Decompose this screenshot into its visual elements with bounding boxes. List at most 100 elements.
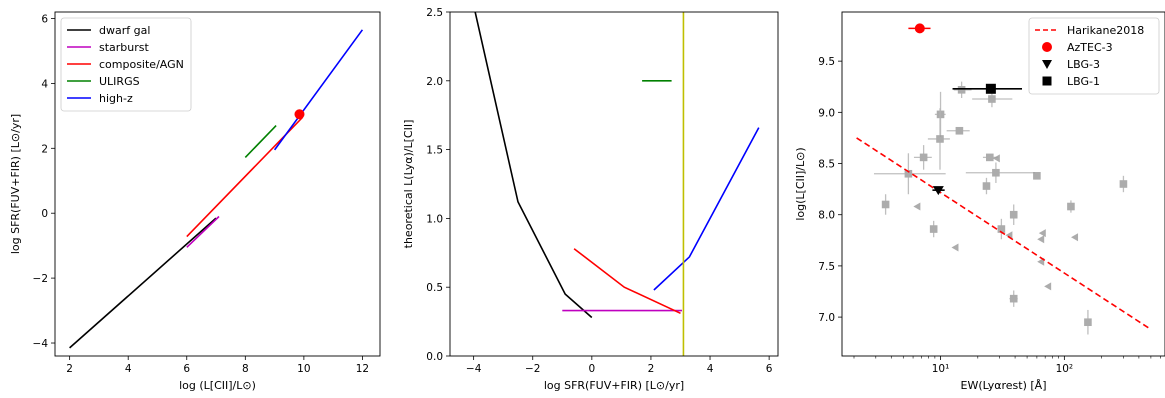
gray-data-point	[982, 177, 991, 195]
gray-data-point	[1071, 233, 1079, 242]
upper-limit-marker	[951, 243, 959, 252]
gray-data-point	[913, 145, 932, 170]
x-tick-label: 0	[588, 363, 595, 375]
y-tick-label: 6	[41, 13, 48, 25]
series-line-0	[474, 12, 593, 319]
y-tick-label: 7.5	[818, 261, 835, 273]
square-marker	[1119, 180, 1128, 188]
square-marker	[1009, 210, 1018, 219]
gray-data-point	[1037, 235, 1045, 244]
y-tick-label: 8.5	[818, 159, 835, 171]
gray-data-point	[1033, 172, 1041, 180]
upper-limit-marker	[1071, 233, 1079, 242]
legend-entry: high-z	[99, 92, 133, 105]
y-tick-label: 4	[41, 78, 48, 90]
aztec3-marker	[914, 23, 925, 34]
plot-frame	[841, 11, 1165, 357]
y-tick-label: 9.0	[818, 107, 835, 119]
square-marker	[997, 225, 1006, 233]
gray-data-point	[992, 154, 1000, 163]
upper-limit-marker	[1037, 257, 1045, 266]
legend-entry: Harikane2018	[1067, 24, 1144, 37]
legend-box	[1028, 17, 1160, 95]
gray-data-point	[1038, 229, 1046, 238]
legend: dwarf gal starburst composite/AGN ULIRGS hig…	[60, 17, 192, 112]
upper-limit-marker	[1044, 282, 1052, 291]
gray-data-point	[953, 81, 972, 98]
gray-data-point	[913, 202, 921, 211]
gray-data-point	[997, 218, 1006, 240]
gray-data-point	[1067, 200, 1075, 213]
square-marker	[919, 153, 928, 162]
square-marker	[982, 182, 991, 190]
legend-entry: dwarf gal	[99, 24, 150, 37]
y-tick-label: 2.0	[426, 76, 443, 88]
upper-limit-marker	[1005, 231, 1013, 240]
y-tick-label: 0.0	[426, 351, 443, 363]
y-tick-label: 9.5	[818, 56, 835, 68]
panel-right: 10¹ 10² 7.0 7.5 8.0 8.5 9.0 9.5 EW(Lyαrest) [Å] l…	[794, 11, 1165, 392]
legend-entry: composite/AGN	[99, 58, 184, 71]
gray-data-point	[965, 162, 1036, 183]
y-tick-label: −4	[33, 338, 49, 350]
series-line-4	[653, 127, 760, 291]
gray-data-point	[873, 153, 946, 195]
x-tick-label: 8	[242, 363, 249, 375]
x-tick-label: 6	[183, 363, 190, 375]
x-tick-label: 2	[648, 363, 655, 375]
gray-data-point	[881, 194, 890, 215]
panel-left: 2 4 6 8 10 12 −4 −2 0 2 4 6 log (L[CII]/L⊙) log SFR(F…	[9, 11, 381, 392]
square-marker	[1033, 172, 1041, 180]
square-marker	[955, 126, 964, 135]
harikane2018-line	[856, 137, 1152, 331]
legend-entry: starburst	[99, 41, 150, 54]
x-axis-label: log (L[CII]/L⊙)	[179, 379, 256, 392]
upper-limit-marker	[1037, 235, 1045, 244]
y-tick-label: 0.5	[426, 282, 443, 294]
y-tick-label: 0	[41, 208, 48, 220]
legend-swatch	[1042, 60, 1052, 69]
scatter-points	[856, 23, 1152, 335]
square-marker	[957, 86, 966, 94]
gray-data-point	[951, 243, 959, 252]
x-axis-label: log SFR(FUV+FIR) [L⊙/yr]	[544, 379, 684, 392]
square-marker	[1009, 294, 1018, 303]
square-marker	[988, 95, 996, 103]
y-axis-label: theoretical L(Lyα)/L[CII]	[402, 120, 415, 249]
legend: Harikane2018 AzTEC-3 LBG-3 LBG-1	[1028, 17, 1160, 95]
data-point	[294, 109, 305, 120]
gray-data-point	[1037, 257, 1045, 266]
lbg1-marker	[985, 83, 996, 94]
upper-limit-marker	[992, 154, 1000, 163]
series-line-starburst	[186, 215, 220, 248]
legend-swatch	[1042, 76, 1052, 86]
square-marker	[1084, 318, 1092, 327]
square-marker	[929, 225, 938, 233]
plot-frame	[54, 11, 381, 357]
gray-data-point	[1084, 309, 1092, 335]
y-tick-label: 1.5	[426, 145, 443, 157]
x-tick-label: 6	[766, 363, 773, 375]
square-marker	[881, 200, 890, 209]
legend-entry: LBG-3	[1067, 58, 1100, 71]
legend-entry: ULIRGS	[99, 75, 140, 88]
y-axis-label: log(L[CII]/L⊙)	[794, 147, 807, 220]
y-tick-label: −2	[33, 273, 48, 285]
y-tick-label: 7.0	[818, 312, 835, 324]
plot-frame	[449, 11, 779, 357]
x-tick-label: 4	[125, 363, 132, 375]
series-line-dwarf-gal	[69, 217, 217, 349]
panel-middle: −4 −2 0 2 4 6 0.0 0.5 1.0 1.5 2.0 2.5 log SFR(FUV+FI…	[402, 7, 779, 392]
square-marker	[1067, 202, 1075, 211]
gray-data-point	[1044, 282, 1052, 291]
x-axis-label: EW(Lyαrest) [Å]	[961, 379, 1047, 392]
legend-entry: LBG-1	[1067, 75, 1100, 88]
lbg3-marker	[932, 186, 944, 196]
square-marker	[904, 169, 913, 178]
gray-data-point	[929, 220, 938, 238]
x-tick-label: 2	[66, 363, 73, 375]
x-tick-label: −4	[466, 363, 482, 375]
legend-box	[60, 17, 192, 112]
upper-limit-marker	[1038, 229, 1046, 238]
